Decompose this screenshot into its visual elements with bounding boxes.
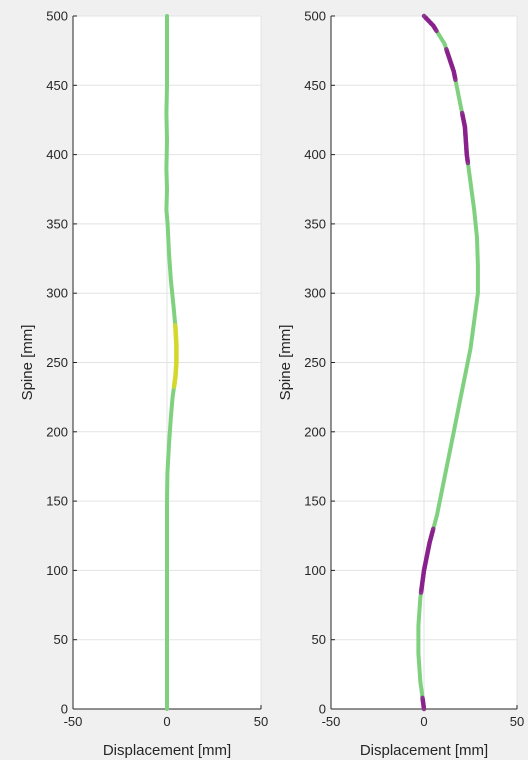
series-highlight-segment <box>444 47 450 55</box>
y-tick-label: 300 <box>46 286 68 301</box>
y-tick-label: 350 <box>304 216 326 231</box>
y-axis-label: Spine [mm] <box>19 325 36 401</box>
y-tick-label: 500 <box>46 9 68 24</box>
y-tick-label: 150 <box>304 494 326 509</box>
y-tick-label: 250 <box>46 355 68 370</box>
y-tick-label: 450 <box>46 78 68 93</box>
y-tick-label: 150 <box>46 494 68 509</box>
y-tick-label: 50 <box>54 632 68 647</box>
x-tick-label: -50 <box>322 714 341 729</box>
y-tick-label: 400 <box>304 147 326 162</box>
y-axis-label: Spine [mm] <box>277 325 294 401</box>
x-axis-label: Displacement [mm] <box>360 742 488 759</box>
series-highlight-segment <box>421 13 429 21</box>
y-tick-label: 50 <box>312 632 326 647</box>
series-highlight-segment <box>430 526 436 534</box>
x-tick-label: 50 <box>510 714 524 729</box>
x-tick-label: -50 <box>64 714 83 729</box>
x-tick-label: 50 <box>254 714 268 729</box>
y-tick-label: 200 <box>304 424 326 439</box>
y-tick-label: 400 <box>46 147 68 162</box>
y-tick-label: 100 <box>304 563 326 578</box>
series-highlight-segment <box>459 110 465 119</box>
y-tick-label: 500 <box>304 9 326 24</box>
x-tick-label: 0 <box>420 714 427 729</box>
y-tick-label: 300 <box>304 286 326 301</box>
y-tick-label: 350 <box>46 216 68 231</box>
x-axis-label: Displacement [mm] <box>103 742 231 759</box>
x-tick-label: 0 <box>163 714 170 729</box>
series-line <box>164 14 179 711</box>
y-tick-label: 250 <box>304 355 326 370</box>
y-tick-label: 100 <box>46 563 68 578</box>
y-tick-label: 200 <box>46 424 68 439</box>
y-tick-label: 0 <box>319 702 326 717</box>
y-tick-label: 0 <box>61 702 68 717</box>
y-tick-label: 450 <box>304 78 326 93</box>
